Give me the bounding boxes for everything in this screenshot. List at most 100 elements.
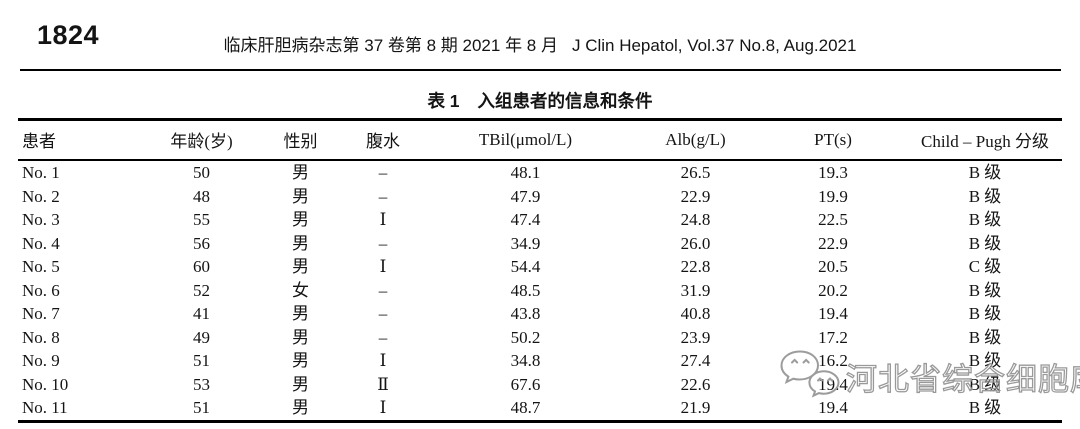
journal-header-zh: 临床肝胆病杂志第 37 卷第 8 期 2021 年 8 月: [223, 36, 558, 55]
table-row: No. 5 60 男 Ⅰ 54.4 22.8 20.5 C 级: [18, 255, 1062, 279]
table-cell: 19.3: [818, 163, 848, 182]
table-cell: 48.5: [510, 280, 541, 300]
table-cell: 男: [292, 257, 309, 276]
table-cell: 50: [193, 163, 210, 182]
table-cell: 19.9: [818, 186, 848, 206]
table-cell: No. 9: [22, 351, 60, 370]
table-cell: B 级: [968, 210, 1002, 229]
table-cell: –: [378, 280, 388, 300]
table-header-row: 患者 年龄(岁) 性别 腹水 TBil(μmol/L) Alb(g/L) PT(s) Chil…: [18, 119, 1062, 161]
table-cell: 16.2: [818, 351, 848, 370]
table-cell: No. 2: [22, 186, 60, 206]
table-cell: 26.0: [680, 233, 711, 253]
table-cell: No. 3: [22, 210, 60, 229]
column-header: 腹水: [348, 119, 418, 161]
table-row: No. 8 49 男 – 50.2 23.9 17.2 B 级: [18, 326, 1062, 350]
table-cell: Ⅰ: [379, 257, 387, 276]
table-row: No. 10 53 男 Ⅱ 67.6 22.6 19.4 B 级: [18, 373, 1062, 397]
table-cell: B 级: [968, 327, 1002, 347]
table-row: No. 11 51 男 Ⅰ 48.7 21.9 19.4 B 级: [18, 396, 1062, 421]
table-cell: 20.2: [818, 280, 848, 300]
table-cell: No. 4: [22, 233, 60, 253]
table-cell: 48.1: [510, 163, 541, 182]
column-header: 患者: [18, 119, 150, 161]
table-cell: 男: [292, 327, 309, 347]
table-cell: 男: [292, 163, 309, 182]
table-cell: 52: [193, 280, 210, 300]
table-cell: 22.5: [818, 210, 848, 229]
table-cell: 34.8: [510, 351, 541, 370]
table-cell: –: [378, 327, 388, 347]
table-cell: Ⅱ: [377, 374, 389, 394]
table-cell: No. 1: [22, 163, 60, 182]
table-cell: 47.4: [510, 210, 541, 229]
table-row: No. 1 50 男 – 48.1 26.5 19.3 B 级: [18, 160, 1062, 185]
table-cell: B 级: [968, 280, 1002, 300]
page-number: 1824: [37, 20, 100, 50]
table-cell: 49: [193, 327, 210, 347]
table-cell: 22.6: [680, 374, 711, 394]
table-cell: 男: [292, 233, 309, 253]
table-cell: No. 5: [22, 257, 60, 276]
table-cell: B 级: [968, 351, 1002, 370]
table-cell: 54.4: [510, 257, 541, 276]
table-cell: 53: [193, 374, 210, 394]
table-cell: 48: [193, 186, 210, 206]
table-cell: 50.2: [510, 327, 541, 347]
table-cell: 34.9: [510, 233, 541, 253]
table-cell: Ⅰ: [379, 398, 387, 417]
table-row: No. 9 51 男 Ⅰ 34.8 27.4 16.2 B 级: [18, 349, 1062, 373]
journal-header: 临床肝胆病杂志第 37 卷第 8 期 2021 年 8 月 J Clin Hepa…: [0, 31, 1080, 56]
patients-table: 患者 年龄(岁) 性别 腹水 TBil(μmol/L) Alb(g/L) PT(s) Chil…: [18, 118, 1062, 423]
table-cell: 22.8: [680, 257, 711, 276]
table-cell: 47.9: [510, 186, 541, 206]
table-cell: 51: [193, 351, 210, 370]
table-cell: B 级: [968, 233, 1002, 253]
table-cell: B 级: [968, 374, 1002, 394]
table-cell: No. 10: [22, 374, 69, 394]
table-cell: 51: [193, 398, 210, 417]
table-cell: –: [378, 186, 388, 206]
table-body: No. 1 50 男 – 48.1 26.5 19.3 B 级 No. 2 48 男 – 47.9 22.…: [18, 160, 1062, 421]
table-cell: 22.9: [680, 186, 711, 206]
table-cell: B 级: [968, 398, 1002, 417]
table-cell: B 级: [968, 163, 1002, 182]
table-cell: 19.4: [818, 304, 848, 323]
table-cell: 女: [292, 280, 309, 300]
table-cell: –: [378, 163, 388, 182]
table-cell: 55: [193, 210, 210, 229]
table-cell: Ⅰ: [379, 210, 387, 229]
table-cell: B 级: [968, 186, 1002, 206]
table-cell: 24.8: [680, 210, 711, 229]
table-cell: 17.2: [818, 327, 848, 347]
table-cell: 男: [292, 210, 309, 229]
table-cell: B 级: [968, 304, 1002, 323]
table-cell: 67.6: [510, 374, 541, 394]
table-cell: 31.9: [680, 280, 711, 300]
table-row: No. 4 56 男 – 34.9 26.0 22.9 B 级: [18, 232, 1062, 256]
table-cell: C 级: [968, 257, 1002, 276]
table-cell: 男: [292, 351, 309, 370]
table-cell: 19.4: [818, 398, 848, 417]
table-cell: 40.8: [680, 304, 711, 323]
table-cell: –: [378, 304, 388, 323]
column-header: PT(s): [758, 119, 908, 161]
table-cell: No. 6: [22, 280, 60, 300]
table-title-label: 表 1: [427, 91, 460, 111]
table-cell: 21.9: [680, 398, 711, 417]
table-cell: 48.7: [510, 398, 541, 417]
table-title-text: 入组患者的信息和条件: [477, 91, 653, 111]
column-header: 性别: [253, 119, 348, 161]
table-row: No. 7 41 男 – 43.8 40.8 19.4 B 级: [18, 302, 1062, 326]
table-cell: No. 7: [22, 304, 60, 323]
table-cell: 男: [292, 186, 309, 206]
table-row: No. 6 52 女 – 48.5 31.9 20.2 B 级: [18, 279, 1062, 303]
table-cell: 26.5: [680, 163, 711, 182]
column-header: TBil(μmol/L): [418, 119, 633, 161]
table-cell: 41: [193, 304, 210, 323]
column-header: Alb(g/L): [633, 119, 758, 161]
column-header: 年龄(岁): [150, 119, 253, 161]
table-cell: 男: [292, 374, 309, 394]
table-title: 表 1 入组患者的信息和条件: [0, 88, 1080, 113]
